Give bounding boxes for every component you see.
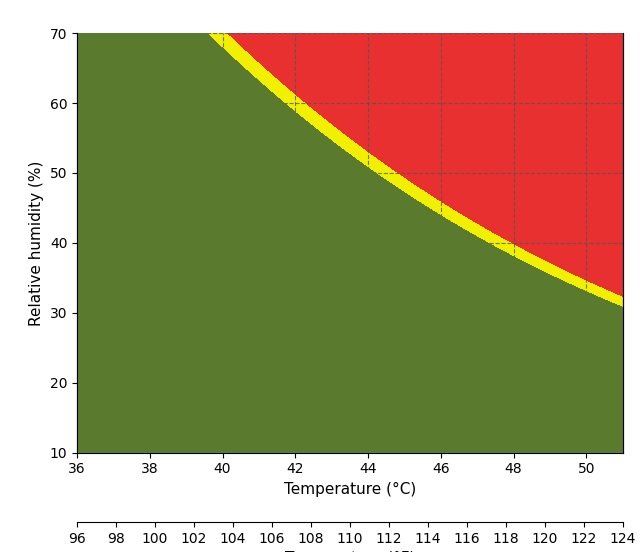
X-axis label: Temperature (°C): Temperature (°C) <box>284 482 416 497</box>
Y-axis label: Relative humidity (%): Relative humidity (%) <box>29 160 44 326</box>
X-axis label: Temperature (°F): Temperature (°F) <box>284 551 415 552</box>
